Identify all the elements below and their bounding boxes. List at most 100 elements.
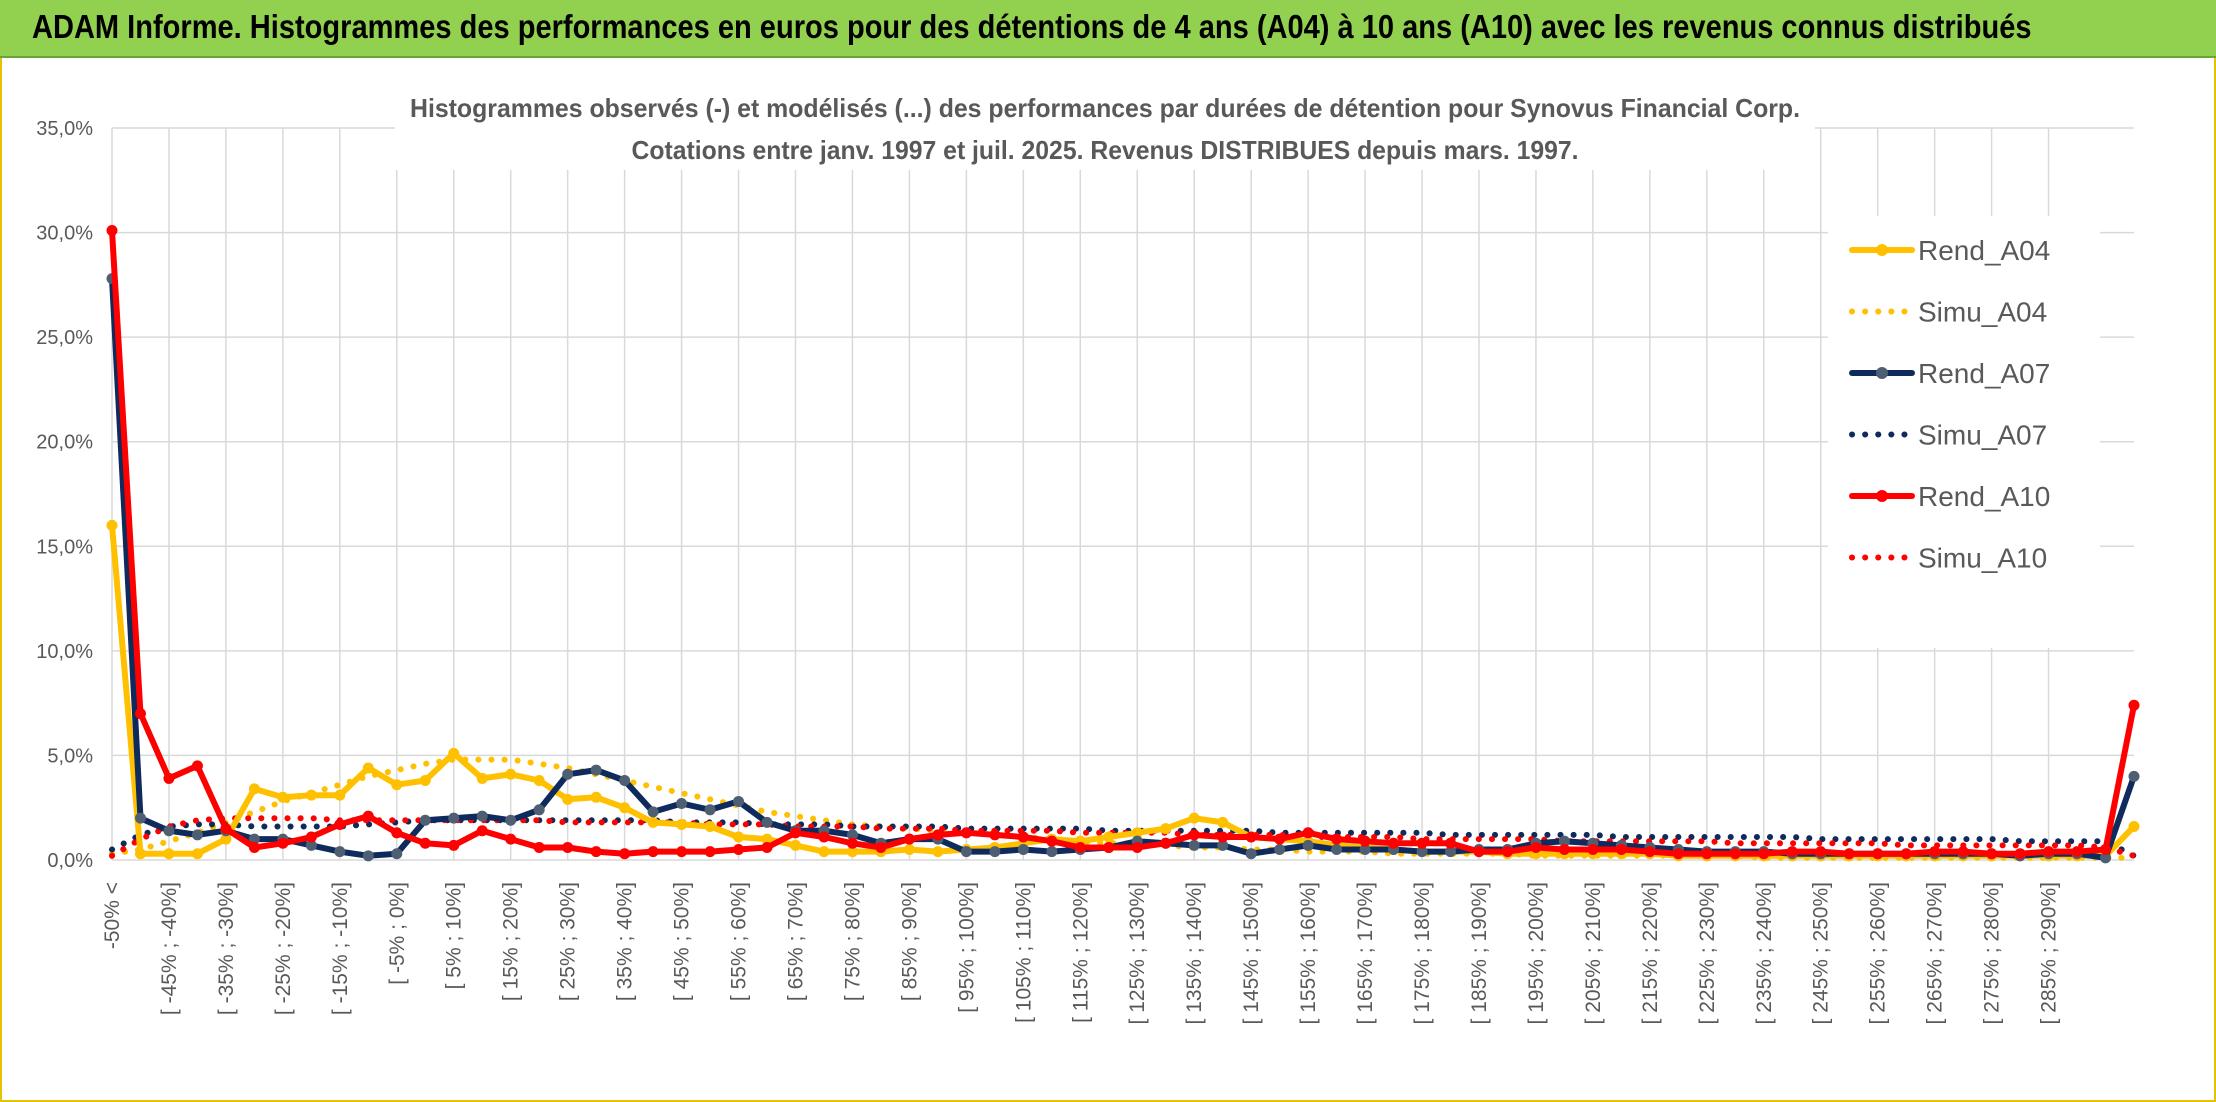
data-point-rend_a10 — [1558, 844, 1570, 856]
legend-label-simu_a04: Simu_A04 — [1918, 297, 2047, 328]
data-point-rend_a10 — [1217, 831, 1229, 843]
data-point-rend_a10 — [1359, 835, 1371, 847]
data-point-rend_a10 — [932, 829, 944, 841]
y-tick-label: 0,0% — [47, 850, 93, 872]
performance-histogram-chart: 0,0% 5,0% 10,0% 15,0% 20,0% 25,0% 30,0% 35,0% -… — [36, 78, 2140, 1024]
data-point-rend_a07 — [846, 829, 858, 841]
data-point-rend_a10 — [1957, 846, 1969, 858]
data-point-rend_a10 — [1929, 846, 1941, 858]
data-point-rend_a10 — [362, 810, 374, 822]
y-tick-label: 35,0% — [36, 118, 93, 140]
data-point-rend_a04 — [505, 768, 517, 780]
x-tick-label: [ 75% ; 80%] — [841, 882, 864, 1001]
chart-title: Histogrammes observés (-) et modélisés (… — [410, 93, 1800, 123]
legend-label-rend_a04: Rend_A04 — [1918, 235, 2050, 266]
data-point-rend_a07 — [334, 846, 346, 858]
data-point-rend_a10 — [1302, 827, 1314, 839]
data-point-rend_a07 — [305, 839, 317, 851]
x-tick-label: [ 165% ; 170%] — [1354, 882, 1377, 1024]
data-point-rend_a10 — [1331, 833, 1343, 845]
data-point-rend_a04 — [419, 775, 431, 787]
data-point-rend_a04 — [277, 791, 289, 803]
data-point-rend_a10 — [1046, 835, 1058, 847]
x-tick-label: [ 275% ; 280%] — [1981, 882, 2004, 1024]
data-point-rend_a10 — [1131, 841, 1143, 853]
x-tick-label: [ 55% ; 60%] — [728, 882, 751, 1001]
data-point-rend_a07 — [248, 833, 260, 845]
data-point-rend_a10 — [1672, 848, 1684, 860]
y-tick-label: 25,0% — [36, 327, 93, 349]
data-point-rend_a10 — [334, 818, 346, 830]
data-point-rend_a07 — [1188, 839, 1200, 851]
data-point-rend_a07 — [960, 846, 972, 858]
x-tick-label: [ -45% ; -40%] — [158, 882, 181, 1015]
data-point-rend_a10 — [1872, 848, 1884, 860]
data-point-rend_a04 — [619, 802, 631, 814]
data-point-rend_a07 — [163, 825, 175, 837]
x-tick-label: [ 235% ; 240%] — [1753, 882, 1776, 1024]
report-banner: ADAM Informe. Histogrammes des performan… — [0, 0, 2216, 58]
data-point-rend_a10 — [134, 708, 146, 720]
data-point-rend_a07 — [562, 768, 574, 780]
data-point-rend_a07 — [761, 816, 773, 828]
data-point-rend_a04 — [932, 846, 944, 858]
data-point-rend_a10 — [590, 846, 602, 858]
x-tick-label: [ 285% ; 290%] — [2038, 882, 2061, 1024]
x-tick-label: [ 35% ; 40%] — [614, 882, 637, 1001]
x-tick-label: [ 125% ; 130%] — [1126, 882, 1149, 1024]
data-point-rend_a10 — [1815, 846, 1827, 858]
data-point-rend_a10 — [818, 831, 830, 843]
data-point-rend_a10 — [277, 837, 289, 849]
x-tick-label: [ 45% ; 50%] — [671, 882, 694, 1001]
data-point-rend_a07 — [1245, 848, 1257, 860]
data-point-rend_a04 — [191, 848, 203, 860]
data-point-rend_a10 — [1644, 846, 1656, 858]
data-point-rend_a04 — [220, 833, 232, 845]
data-point-rend_a10 — [1530, 841, 1542, 853]
data-point-rend_a04 — [2128, 821, 2140, 833]
y-tick-label: 10,0% — [36, 641, 93, 663]
data-point-rend_a10 — [2128, 699, 2140, 711]
x-tick-label: [ 5% ; 10%] — [443, 882, 466, 989]
data-point-rend_a04 — [1217, 816, 1229, 828]
data-point-rend_a07 — [362, 850, 374, 862]
data-point-rend_a10 — [989, 829, 1001, 841]
data-point-rend_a10 — [419, 837, 431, 849]
data-point-rend_a10 — [733, 844, 745, 856]
data-point-rend_a10 — [676, 846, 688, 858]
data-point-rend_a10 — [1388, 837, 1400, 849]
data-point-rend_a10 — [220, 823, 232, 835]
data-point-rend_a07 — [505, 814, 517, 826]
report-title: ADAM Informe. Histogrammes des performan… — [32, 8, 2032, 45]
legend-marker — [1876, 367, 1888, 379]
data-point-rend_a10 — [1160, 837, 1172, 849]
data-point-rend_a10 — [505, 833, 517, 845]
data-point-rend_a10 — [903, 833, 915, 845]
data-point-rend_a10 — [704, 846, 716, 858]
data-point-rend_a04 — [789, 839, 801, 851]
data-point-rend_a04 — [134, 848, 146, 860]
data-point-rend_a04 — [106, 519, 118, 531]
data-point-rend_a07 — [2128, 770, 2140, 782]
data-point-rend_a10 — [1103, 841, 1115, 853]
data-point-rend_a10 — [789, 827, 801, 839]
x-tick-label: [ 65% ; 70%] — [784, 882, 807, 1001]
data-point-rend_a07 — [1558, 835, 1570, 847]
data-point-rend_a10 — [533, 841, 545, 853]
data-point-rend_a10 — [619, 848, 631, 860]
chart-title-backdrop — [395, 78, 1815, 170]
legend-label-rend_a07: Rend_A07 — [1918, 358, 2050, 389]
chart-subtitle: Cotations entre janv. 1997 et juil. 2025… — [632, 135, 1579, 165]
data-point-rend_a10 — [647, 846, 659, 858]
x-tick-label: [ 85% ; 90%] — [898, 882, 921, 1001]
data-point-rend_a10 — [1587, 844, 1599, 856]
data-point-rend_a10 — [1017, 831, 1029, 843]
data-point-rend_a10 — [163, 772, 175, 784]
data-point-rend_a07 — [419, 814, 431, 826]
y-axis-ticks: 0,0% 5,0% 10,0% 15,0% 20,0% 25,0% 30,0% 35,0% — [36, 118, 93, 872]
data-point-rend_a10 — [1729, 848, 1741, 860]
data-point-rend_a07 — [1445, 846, 1457, 858]
data-point-rend_a10 — [1986, 848, 1998, 860]
data-point-rend_a10 — [2043, 846, 2055, 858]
legend-marker — [1876, 490, 1888, 502]
